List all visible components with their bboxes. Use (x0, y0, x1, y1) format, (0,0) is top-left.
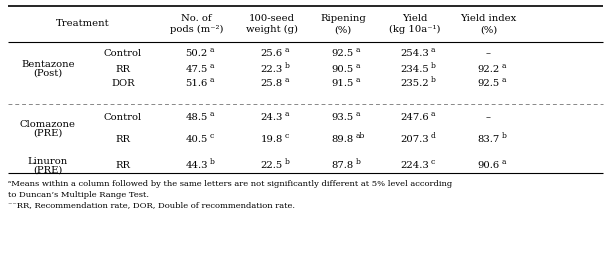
Text: Clomazone: Clomazone (20, 120, 76, 129)
Text: DOR: DOR (111, 78, 135, 87)
Text: b: b (285, 158, 290, 166)
Text: (PRE): (PRE) (34, 166, 63, 174)
Text: a: a (356, 76, 360, 84)
Text: Yield
(kg 10a⁻¹): Yield (kg 10a⁻¹) (389, 14, 441, 34)
Text: 44.3: 44.3 (185, 161, 208, 169)
Text: Control: Control (104, 49, 142, 59)
Text: a: a (502, 158, 506, 166)
Text: (PRE): (PRE) (34, 129, 63, 138)
Text: 89.8: 89.8 (332, 134, 354, 144)
Text: 47.5: 47.5 (185, 65, 208, 73)
Text: a: a (285, 110, 289, 118)
Text: b: b (431, 62, 436, 70)
Text: 90.5: 90.5 (332, 65, 354, 73)
Text: 91.5: 91.5 (332, 78, 354, 87)
Text: 254.3: 254.3 (401, 49, 430, 59)
Text: No. of
pods (m⁻²): No. of pods (m⁻²) (170, 14, 223, 34)
Text: 40.5: 40.5 (185, 134, 208, 144)
Text: 247.6: 247.6 (401, 113, 430, 123)
Text: b: b (285, 62, 290, 70)
Text: 100-seed
weight (g): 100-seed weight (g) (246, 14, 298, 34)
Text: a: a (285, 76, 289, 84)
Text: 50.2: 50.2 (185, 49, 208, 59)
Text: 19.8: 19.8 (260, 134, 283, 144)
Text: a: a (210, 76, 214, 84)
Text: a: a (210, 46, 214, 54)
Text: 51.6: 51.6 (185, 78, 208, 87)
Text: a: a (431, 46, 436, 54)
Text: to Duncan’s Multiple Range Test.: to Duncan’s Multiple Range Test. (8, 191, 149, 199)
Text: 90.6: 90.6 (477, 161, 500, 169)
Text: a: a (285, 46, 289, 54)
Text: a: a (356, 62, 360, 70)
Text: 224.3: 224.3 (401, 161, 430, 169)
Text: a: a (210, 62, 214, 70)
Text: 25.6: 25.6 (260, 49, 282, 59)
Text: b: b (210, 158, 214, 166)
Text: 92.2: 92.2 (477, 65, 500, 73)
Text: Bentazone: Bentazone (21, 60, 75, 69)
Text: ⁻⁻RR, Recommendation rate, DOR, Double of recommendation rate.: ⁻⁻RR, Recommendation rate, DOR, Double o… (8, 201, 295, 209)
Text: c: c (285, 131, 289, 139)
Text: a: a (356, 110, 360, 118)
Text: 92.5: 92.5 (332, 49, 354, 59)
Text: RR: RR (115, 134, 131, 144)
Text: c: c (431, 158, 435, 166)
Text: –: – (486, 113, 491, 123)
Text: a: a (502, 76, 506, 84)
Text: Control: Control (104, 113, 142, 123)
Text: ᵃMeans within a column followed by the same letters are not significantly differ: ᵃMeans within a column followed by the s… (8, 180, 452, 188)
Text: Ripening
(%): Ripening (%) (320, 14, 366, 34)
Text: 87.8: 87.8 (332, 161, 354, 169)
Text: a: a (210, 110, 214, 118)
Text: 22.5: 22.5 (260, 161, 283, 169)
Text: Linuron: Linuron (28, 156, 68, 166)
Text: b: b (431, 76, 436, 84)
Text: 207.3: 207.3 (401, 134, 430, 144)
Text: 234.5: 234.5 (401, 65, 430, 73)
Text: RR: RR (115, 161, 131, 169)
Text: a: a (356, 46, 360, 54)
Text: a: a (431, 110, 436, 118)
Text: –: – (486, 49, 491, 59)
Text: 92.5: 92.5 (477, 78, 500, 87)
Text: Treatment: Treatment (56, 20, 110, 28)
Text: d: d (431, 131, 436, 139)
Text: c: c (210, 131, 214, 139)
Text: 48.5: 48.5 (185, 113, 208, 123)
Text: 24.3: 24.3 (260, 113, 283, 123)
Text: 93.5: 93.5 (332, 113, 354, 123)
Text: RR: RR (115, 65, 131, 73)
Text: b: b (502, 131, 507, 139)
Text: Yield index
(%): Yield index (%) (460, 14, 517, 34)
Text: a: a (502, 62, 506, 70)
Text: 83.7: 83.7 (477, 134, 500, 144)
Text: 235.2: 235.2 (401, 78, 430, 87)
Text: 25.8: 25.8 (260, 78, 283, 87)
Text: (Post): (Post) (34, 69, 62, 78)
Text: b: b (356, 158, 361, 166)
Text: ab: ab (356, 131, 365, 139)
Text: 22.3: 22.3 (260, 65, 283, 73)
